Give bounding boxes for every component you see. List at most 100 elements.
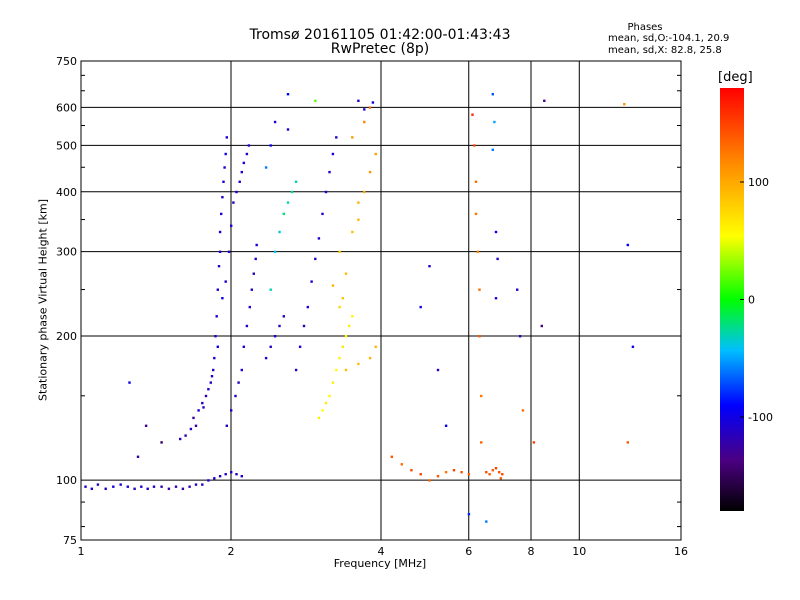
data-point — [335, 136, 338, 139]
data-point — [419, 473, 422, 476]
data-point — [128, 381, 131, 384]
data-point — [210, 375, 214, 378]
y-tick-label: 500 — [56, 139, 77, 152]
data-point — [374, 345, 377, 348]
data-point — [213, 477, 216, 480]
data-point — [363, 190, 366, 194]
data-point — [269, 345, 272, 348]
data-point — [338, 305, 341, 309]
data-point — [357, 201, 360, 204]
data-point — [471, 113, 474, 116]
data-point — [218, 475, 222, 478]
data-point — [314, 99, 317, 102]
data-point — [351, 315, 354, 318]
data-point — [218, 250, 222, 253]
data-point — [213, 356, 216, 360]
data-point — [363, 120, 366, 124]
data-point — [218, 230, 222, 234]
data-point — [237, 381, 240, 384]
data-point — [494, 230, 498, 234]
data-point — [227, 250, 231, 253]
data-point — [368, 170, 372, 174]
phases-header: Phases — [627, 22, 663, 33]
data-point — [188, 485, 191, 488]
data-point — [302, 324, 306, 328]
data-point — [444, 471, 448, 474]
data-point — [254, 257, 257, 261]
data-point — [225, 424, 228, 427]
data-point — [194, 483, 198, 486]
data-point — [192, 416, 195, 420]
y-tick-label: 600 — [56, 101, 77, 114]
data-point — [216, 345, 219, 348]
data-point — [306, 305, 309, 309]
colorbar-label: [deg] — [718, 70, 753, 85]
data-point — [282, 315, 285, 318]
data-point — [480, 441, 483, 444]
data-point — [467, 473, 471, 476]
data-point — [221, 196, 224, 199]
data-point — [331, 381, 335, 384]
data-point — [214, 335, 217, 338]
data-point — [467, 513, 471, 516]
data-point — [230, 224, 233, 227]
data-point — [363, 108, 366, 111]
data-point — [84, 485, 87, 488]
data-point — [460, 471, 463, 474]
data-point — [136, 455, 140, 458]
y-tick-label: 400 — [56, 186, 77, 199]
data-point — [626, 441, 629, 444]
data-point — [212, 368, 215, 372]
data-point — [444, 424, 448, 427]
data-point — [491, 469, 494, 472]
data-point — [400, 463, 403, 466]
data-point — [474, 180, 478, 183]
colorbar-tick-label: 0 — [748, 294, 755, 307]
data-point — [222, 180, 225, 183]
data-point — [436, 475, 440, 478]
data-point — [419, 305, 422, 309]
data-point — [428, 479, 431, 482]
data-point — [368, 356, 372, 360]
data-point — [485, 471, 488, 474]
data-point — [133, 487, 136, 490]
data-point — [501, 473, 504, 476]
data-point — [478, 335, 481, 338]
data-point — [368, 106, 372, 109]
data-point — [286, 93, 290, 96]
data-point — [207, 479, 210, 482]
data-point — [255, 243, 258, 247]
data-point — [224, 152, 227, 156]
data-point — [452, 469, 456, 472]
data-point — [317, 416, 321, 420]
data-point — [494, 297, 498, 300]
data-point — [286, 201, 290, 204]
data-point — [478, 288, 481, 291]
data-point — [351, 230, 354, 234]
data-point — [341, 345, 344, 348]
data-point — [235, 190, 238, 194]
data-point — [209, 381, 212, 384]
data-point — [491, 148, 494, 151]
data-point — [242, 345, 245, 348]
data-point — [493, 120, 496, 124]
y-tick-label: 200 — [56, 330, 77, 343]
data-point — [245, 324, 249, 328]
data-point — [160, 485, 163, 488]
data-point — [324, 190, 328, 194]
data-point — [623, 103, 626, 106]
data-point — [184, 434, 187, 437]
data-point — [631, 345, 635, 348]
data-point — [357, 362, 360, 366]
data-point — [140, 485, 143, 488]
data-point — [220, 212, 223, 216]
data-point — [328, 394, 331, 398]
data-point — [532, 441, 536, 444]
data-point — [216, 288, 219, 291]
data-point — [317, 237, 321, 240]
data-point — [221, 297, 224, 300]
data-point — [290, 190, 294, 194]
data-point — [273, 250, 277, 253]
data-point — [232, 201, 235, 204]
